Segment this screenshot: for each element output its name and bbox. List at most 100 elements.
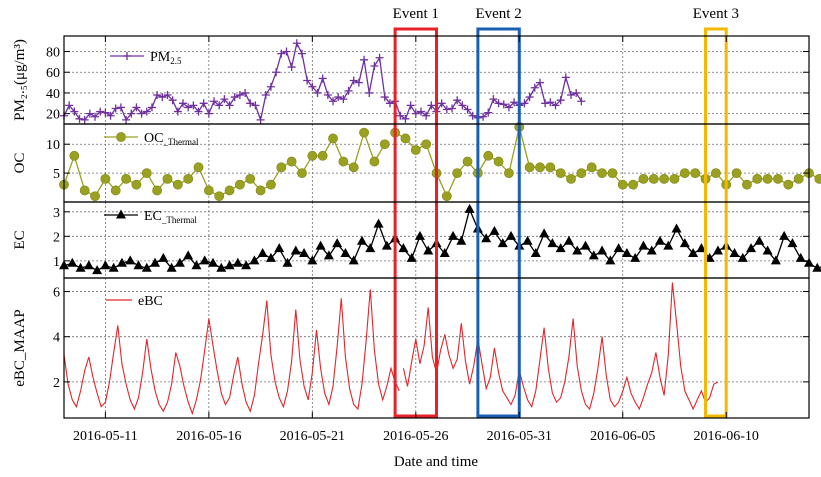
oc-point (79, 185, 90, 196)
ec-point (737, 252, 748, 262)
x-tick-label: 2016-05-26 (383, 429, 448, 444)
oc-point (752, 173, 763, 184)
ec-point (83, 260, 94, 270)
oc-point (245, 173, 256, 184)
pm-point (91, 112, 100, 121)
oc-point (69, 150, 80, 161)
oc-point (462, 156, 473, 167)
pm-point (427, 101, 436, 110)
pm-point (132, 103, 141, 112)
ec-point (572, 245, 583, 255)
ec-point (597, 245, 608, 255)
oc-point (121, 173, 131, 184)
oc-point (141, 168, 152, 179)
pm-point (339, 95, 348, 104)
pm-y-tick-label: 60 (46, 66, 60, 81)
ec-point (423, 245, 434, 255)
pm-point (448, 104, 457, 113)
ec-point (332, 238, 343, 248)
pm-point (70, 107, 79, 116)
ec-legend-main: EC (144, 209, 162, 224)
oc-legend-main: OC (144, 131, 163, 146)
ec-point (265, 252, 276, 262)
pm-point (401, 114, 410, 123)
oc-point (762, 173, 773, 184)
oc-point (255, 185, 266, 196)
ec-y-axis-label: EC (12, 230, 28, 249)
ec-point (439, 247, 450, 257)
pm-point (184, 103, 193, 112)
events-layer: Event 1 Event 2 Event 3 (393, 6, 739, 418)
pm-point (567, 91, 576, 100)
oc-point (348, 162, 359, 173)
oc-point (452, 168, 463, 179)
ec-point (67, 257, 78, 267)
ec-point (224, 260, 235, 270)
pm-point (194, 107, 203, 116)
ec-point (323, 250, 334, 260)
ec-point (795, 252, 806, 262)
ebc-series-line (63, 289, 400, 416)
oc-point (338, 156, 349, 167)
pm-point (561, 73, 570, 82)
oc-point (369, 156, 380, 167)
pm-point (277, 49, 286, 58)
oc-point (545, 162, 556, 173)
oc-point (679, 168, 690, 179)
x-tick-label: 2016-05-31 (487, 429, 552, 444)
pm-point (318, 74, 327, 83)
oc-point (193, 162, 204, 173)
pm-point (122, 115, 131, 124)
oc-point (597, 168, 607, 179)
pm-point (101, 108, 110, 117)
pm-point (510, 98, 519, 107)
pm-point (303, 76, 312, 85)
pm-point (329, 97, 338, 106)
oc-point (266, 179, 276, 190)
oc-point (535, 162, 545, 173)
pm-legend-sub: 2.5 (170, 56, 182, 66)
ec-point (770, 255, 781, 265)
pm-point (142, 107, 151, 116)
ec-point (116, 257, 127, 267)
pm-point (189, 101, 198, 110)
oc-y-axis-label: OC (12, 153, 28, 174)
ec-point (100, 260, 111, 270)
ec-point (671, 223, 682, 233)
pm-legend-main: PM (150, 50, 171, 65)
event-label: Event 1 (393, 6, 439, 22)
oc-point (576, 168, 587, 179)
ec-point (555, 243, 566, 253)
ec-point (199, 255, 210, 265)
oc-point (638, 173, 649, 184)
ec-point (232, 257, 243, 267)
ec-point (588, 250, 599, 260)
oc-point (328, 133, 338, 144)
ec-point (357, 235, 367, 245)
pm-legend: PM2.5 (110, 50, 182, 66)
ec-point (580, 240, 591, 250)
pm-point (499, 100, 508, 109)
ec-point (406, 252, 417, 262)
pm-point (360, 55, 369, 64)
pm-point (442, 105, 451, 114)
ec-point (282, 257, 293, 267)
pm-point (551, 101, 560, 110)
oc-point (659, 173, 670, 184)
oc-point (359, 127, 369, 138)
ec-point (290, 245, 301, 255)
ec-point (522, 235, 533, 245)
oc-series-line (63, 130, 386, 198)
ec-point (464, 203, 475, 213)
oc-point (410, 145, 421, 155)
pm-point (546, 98, 555, 107)
ec-point (646, 245, 657, 255)
ec-point (141, 262, 152, 272)
ec-y-tick-label: 2 (53, 230, 60, 245)
oc-point (742, 179, 752, 190)
oc-y-tick-label: 5 (53, 167, 60, 182)
pm-point (210, 97, 219, 106)
ec-point (754, 235, 765, 245)
oc-point (793, 173, 804, 184)
pm-point (153, 91, 162, 100)
